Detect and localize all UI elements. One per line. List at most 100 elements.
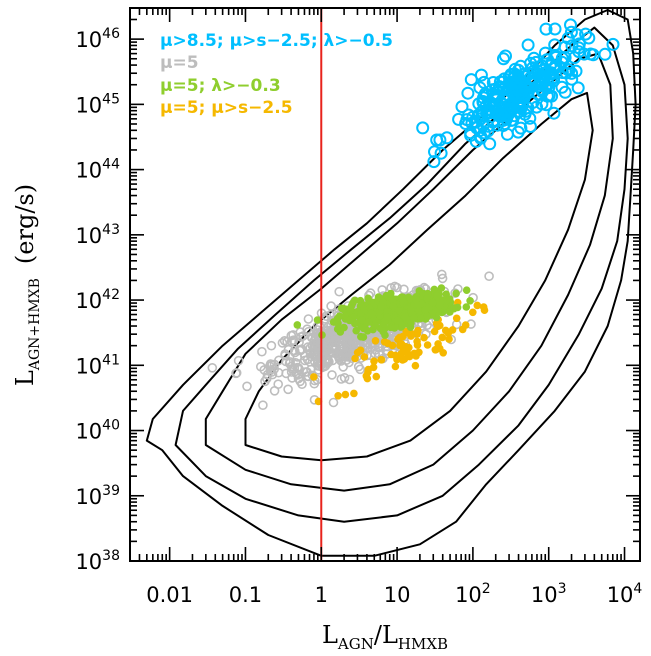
data-point [377, 285, 388, 295]
data-point [440, 131, 454, 145]
x-tick-label: 0.1 [229, 583, 262, 607]
data-point [363, 342, 373, 352]
data-point [437, 273, 448, 284]
data-point [393, 316, 402, 325]
data-point [344, 374, 355, 385]
data-point [242, 381, 252, 392]
x-tick-label: 103 [531, 581, 567, 607]
data-point [387, 350, 395, 359]
data-point [461, 86, 475, 100]
data-point [233, 355, 244, 366]
data-point [405, 343, 413, 352]
data-point [360, 353, 369, 361]
data-point [274, 355, 284, 366]
data-point [505, 84, 519, 98]
x-title-sub2: HMXB [398, 635, 448, 653]
data-point [401, 313, 410, 321]
data-point [531, 64, 544, 78]
data-point [356, 346, 365, 355]
y-tick-label: 1046 [75, 26, 120, 52]
data-point [265, 365, 276, 375]
data-point [340, 323, 348, 332]
data-point [538, 46, 552, 60]
data-point [329, 318, 338, 326]
data-point [444, 329, 453, 337]
y-tick-label: 1042 [75, 287, 120, 313]
data-point [579, 27, 593, 41]
data-point [281, 368, 291, 379]
data-point [352, 326, 361, 335]
data-point [471, 108, 485, 122]
data-point [486, 76, 500, 89]
data-point [398, 321, 407, 330]
data-point [359, 333, 368, 341]
y-tick-label: 1043 [75, 222, 120, 248]
data-point [341, 311, 350, 320]
data-point [207, 362, 218, 373]
data-point [337, 344, 347, 355]
y-tick-label: 1044 [75, 157, 120, 183]
data-point [257, 346, 267, 357]
data-point [458, 325, 467, 334]
data-point [469, 134, 483, 148]
data-point [341, 390, 350, 399]
data-point [584, 47, 598, 61]
data-point [469, 308, 477, 317]
data-point [346, 305, 355, 313]
data-point [379, 327, 387, 336]
contour-line-3 [204, 52, 614, 492]
data-point [485, 83, 499, 97]
data-points [207, 18, 620, 411]
data-point [508, 62, 522, 76]
y-tick-label: 1039 [75, 483, 120, 509]
legend-entry-1: μ>8.5; μ>s−2.5; λ>−0.5 [160, 31, 393, 51]
data-point [377, 302, 385, 311]
data-point [267, 369, 278, 380]
data-point [464, 73, 478, 87]
data-point [262, 369, 273, 380]
data-point [293, 373, 304, 384]
data-point [371, 321, 379, 330]
contour-line-1 [145, 9, 637, 557]
axis-ticks [129, 7, 640, 562]
data-point [462, 303, 471, 311]
data-point [473, 81, 487, 95]
data-point [364, 368, 372, 377]
data-point [310, 373, 318, 381]
data-point [484, 271, 494, 282]
data-point [572, 45, 586, 59]
x-tick-label: 1 [315, 583, 328, 607]
data-point [521, 38, 535, 52]
data-point [435, 301, 444, 309]
data-point [369, 363, 378, 372]
data-point [433, 292, 441, 300]
data-point [411, 361, 420, 370]
data-point [367, 309, 376, 318]
data-point [339, 305, 348, 314]
contour-lines [145, 9, 637, 557]
data-point [283, 384, 293, 395]
data-point [291, 368, 302, 379]
data-point [501, 107, 515, 121]
x-title-sub1: AGN [337, 635, 374, 653]
data-point [377, 355, 385, 364]
data-point [436, 269, 447, 280]
data-point [423, 341, 432, 349]
data-point [394, 335, 402, 344]
data-point [523, 120, 537, 133]
data-point [286, 361, 297, 372]
data-point [548, 38, 562, 52]
data-point [539, 22, 553, 36]
data-point [452, 314, 461, 323]
data-point [536, 75, 550, 89]
data-point [514, 121, 528, 135]
data-point [324, 356, 334, 367]
y-tick-label: 1045 [75, 91, 120, 117]
data-point [432, 345, 440, 354]
data-point [439, 349, 448, 357]
legend-entry-4: μ=5; μ>s−2.5 [160, 98, 293, 118]
y-tick-label: 1040 [75, 418, 120, 444]
data-point [282, 336, 292, 347]
data-point [423, 312, 431, 321]
x-tick-label: 10 [384, 583, 411, 607]
